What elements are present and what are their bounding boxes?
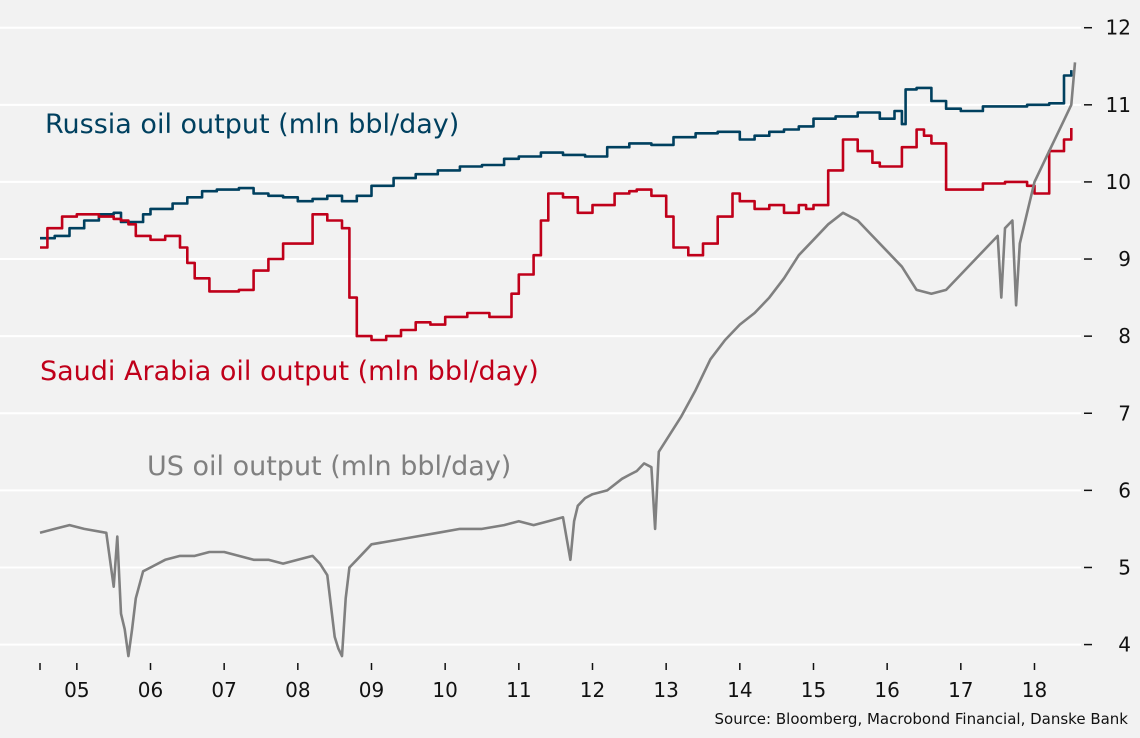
saudi-series-label: Saudi Arabia oil output (mln bbl/day) bbox=[40, 356, 539, 387]
y-tick-label: 7 bbox=[1118, 401, 1131, 425]
x-tick-label: 16 bbox=[874, 678, 899, 702]
x-tick-label: 12 bbox=[580, 678, 605, 702]
y-tick-label: 9 bbox=[1118, 247, 1131, 271]
y-tick-label: 11 bbox=[1106, 93, 1131, 117]
us-line bbox=[39, 62, 1077, 658]
y-tick-label: 10 bbox=[1106, 170, 1131, 194]
x-tick-label: 17 bbox=[948, 678, 973, 702]
x-tick-label: 08 bbox=[285, 678, 310, 702]
saudi-line bbox=[40, 128, 1073, 342]
y-tick-label: 5 bbox=[1118, 555, 1131, 579]
us-series-label: US oil output (mln bbl/day) bbox=[147, 451, 511, 482]
x-tick-label: 05 bbox=[64, 678, 89, 702]
x-tick-label: 18 bbox=[1022, 678, 1047, 702]
x-tick-label: 11 bbox=[506, 678, 531, 702]
x-tick-label: 14 bbox=[727, 678, 752, 702]
x-tick-label: 09 bbox=[359, 678, 384, 702]
russia-line bbox=[40, 70, 1073, 240]
y-tick-label: 8 bbox=[1118, 324, 1131, 348]
x-tick-label: 07 bbox=[211, 678, 236, 702]
x-tick-label: 10 bbox=[432, 678, 457, 702]
y-tick-label: 4 bbox=[1118, 633, 1131, 657]
axes: 4 5 6 7 8 9 10 11 12 05 06 07 08 09 10 11 12 13 14 15 16 17 18 bbox=[39, 16, 1131, 702]
series-lines bbox=[39, 62, 1077, 658]
x-tick-label: 13 bbox=[653, 678, 678, 702]
y-tick-label: 6 bbox=[1118, 478, 1131, 502]
x-tick-label: 06 bbox=[138, 678, 163, 702]
x-tick-label: 15 bbox=[801, 678, 826, 702]
source-note: Source: Bloomberg, Macrobond Financial, … bbox=[715, 710, 1129, 728]
gridlines bbox=[0, 26, 1081, 646]
russia-series-label: Russia oil output (mln bbl/day) bbox=[45, 109, 459, 140]
y-tick-label: 12 bbox=[1106, 16, 1131, 40]
